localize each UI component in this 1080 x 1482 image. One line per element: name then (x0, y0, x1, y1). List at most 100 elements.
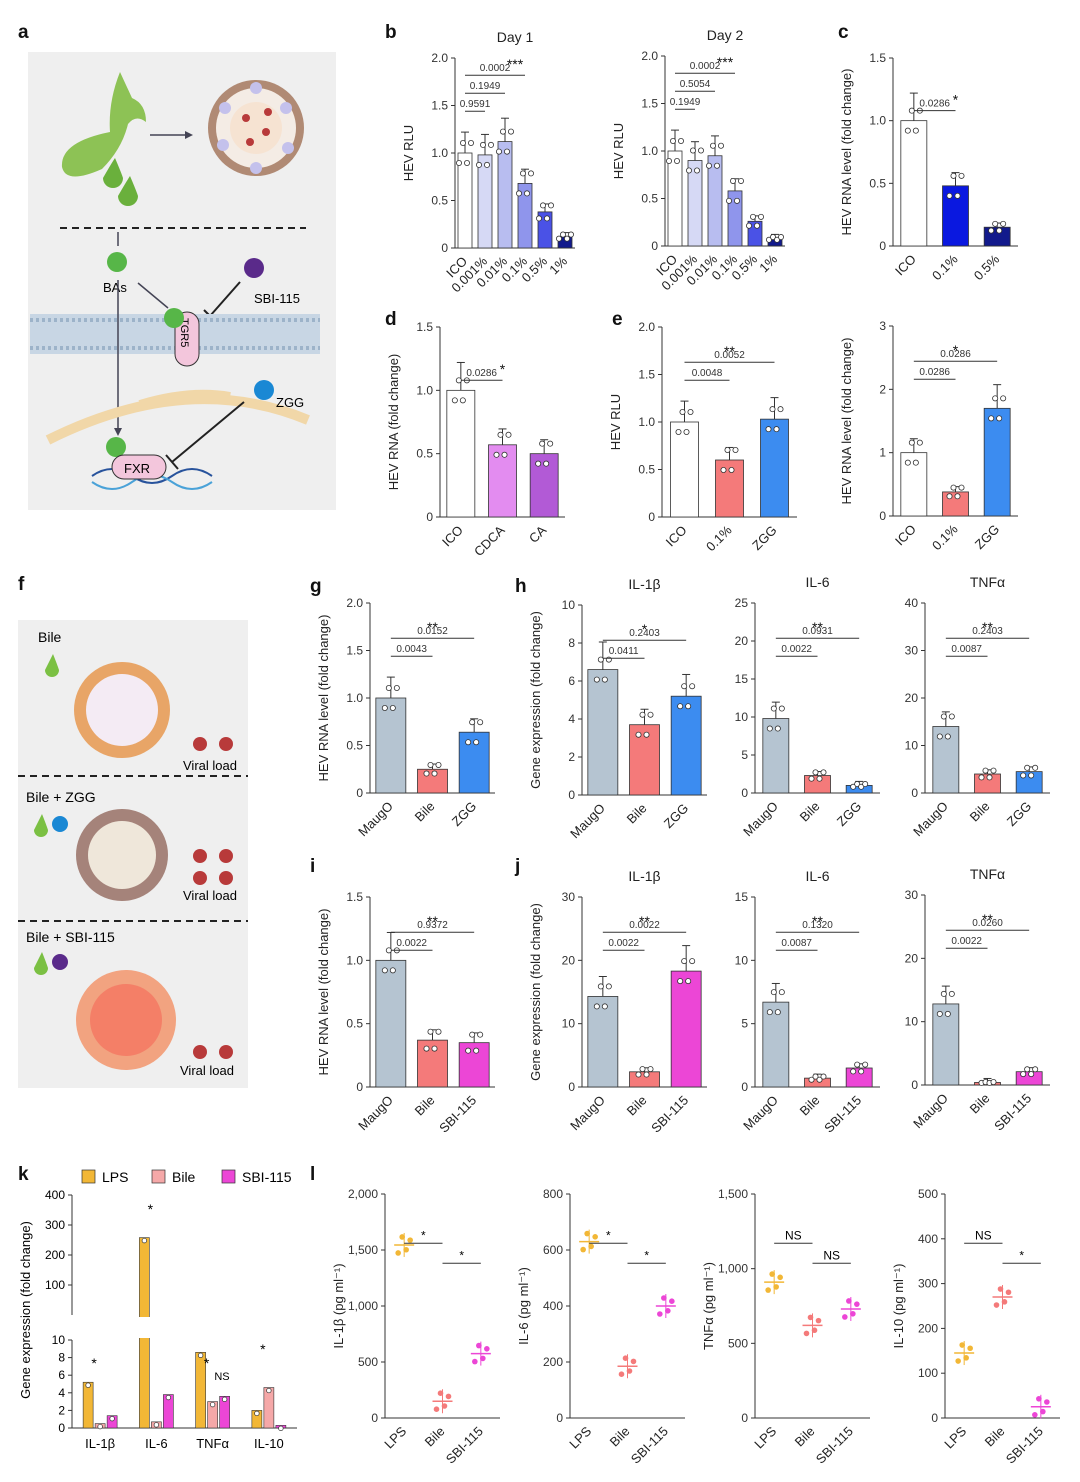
data-point (639, 711, 646, 718)
significance-label: * (1019, 1248, 1024, 1262)
y-tick-label: 0 (356, 1080, 363, 1094)
data-point (643, 1071, 650, 1078)
data-point (385, 685, 392, 692)
x-tick-label: ICO (439, 523, 466, 550)
data-point (1000, 395, 1007, 402)
data-point (635, 1071, 642, 1078)
y-tick-label: 200 (918, 1321, 938, 1335)
data-point (539, 440, 546, 447)
data-point (601, 1003, 608, 1010)
data-point (1001, 1299, 1008, 1305)
data-point (988, 415, 995, 422)
data-point (1032, 1412, 1038, 1418)
bar (762, 1001, 790, 1088)
label-bas: BAs (103, 280, 127, 295)
data-point (385, 947, 392, 954)
data-point (1028, 772, 1035, 779)
x-tick-label: CA (526, 522, 550, 546)
y-tick-label: 3 (879, 319, 886, 333)
chart-title: IL-6 (805, 868, 829, 884)
bar (219, 1396, 230, 1429)
data-point (946, 192, 953, 199)
y-tick-label: 0.5 (346, 739, 363, 753)
data-point (1040, 1408, 1046, 1415)
y-tick-label: 100 (918, 1366, 938, 1380)
data-point (770, 989, 777, 996)
chart-title: Day 1 (497, 29, 534, 45)
y-tick-label: 4 (568, 712, 575, 726)
y-tick-label: 1.0 (346, 953, 363, 967)
y-axis-title: HEV RNA level (fold change) (839, 69, 854, 236)
p-value: 0.0087 (951, 644, 982, 655)
y-tick-label: 1,000 (348, 1299, 378, 1313)
x-tick-label: IL-6 (145, 1436, 167, 1451)
data-point (812, 769, 819, 776)
data-point (475, 161, 482, 168)
label-fxr: FXR (124, 461, 150, 476)
data-point (677, 703, 684, 710)
data-point (912, 127, 919, 134)
chart-title: IL-1β (628, 868, 660, 884)
data-point (777, 1274, 783, 1281)
data-point (597, 983, 604, 990)
x-tick-label: Bile (967, 799, 993, 825)
y-tick-label: 30 (905, 644, 919, 658)
y-tick-label: 1.0 (869, 114, 886, 128)
x-tick-label: 1% (756, 251, 780, 275)
y-axis-title: Gene expression (fold change) (528, 611, 543, 789)
data-point (647, 1066, 654, 1073)
data-point (679, 408, 686, 415)
axis-e2: 0 1 2 3 HEV RNA level (fold change) ICO 0.1% ZG… (839, 319, 1018, 553)
y-tick-label: 10 (735, 953, 749, 967)
significance-stars: * (642, 621, 648, 637)
p-value: 0.0931 (802, 626, 833, 637)
data-point (1020, 772, 1027, 779)
bar (587, 996, 619, 1088)
data-point (451, 397, 458, 404)
bar (670, 695, 702, 796)
data-point (816, 1076, 823, 1083)
bar (82, 1381, 94, 1429)
y-axis-title: TNFα (pg ml⁻¹) (701, 1262, 716, 1350)
data-point (807, 1314, 814, 1321)
data-point (593, 676, 600, 683)
y-tick-label: 20 (905, 951, 919, 965)
panel-letter-e: e (612, 309, 623, 330)
data-point (908, 107, 915, 114)
data-point (732, 446, 739, 453)
data-point (544, 215, 551, 222)
chart-title: Day 2 (707, 27, 744, 43)
significance-stars: * (953, 342, 959, 358)
data-point (858, 783, 865, 790)
y-tick-label: 500 (918, 1187, 938, 1201)
axis-h2: 0 5 10 15 20 25 IL-6 MaugO Bile ZGG 0.0022 0.0931** (735, 574, 880, 839)
data-point (990, 767, 997, 774)
data-point (497, 431, 504, 438)
bar (163, 1394, 174, 1429)
data-point (765, 426, 772, 433)
y-tick-label: 25 (735, 596, 749, 610)
data-point (992, 395, 999, 402)
x-tick-label: ZGG (1004, 799, 1035, 830)
data-point (724, 446, 731, 453)
data-point (635, 731, 642, 738)
x-tick-label: MaugO (567, 801, 608, 842)
data-point (556, 235, 563, 242)
y-tick-label: 0 (741, 1080, 748, 1094)
data-point (986, 774, 993, 781)
label-zgg: ZGG (276, 395, 304, 410)
data-point (904, 127, 911, 134)
label-viral-load-3: Viral load (180, 1063, 234, 1078)
data-point (601, 676, 608, 683)
data-point (850, 1068, 857, 1075)
y-tick-label: 300 (918, 1277, 938, 1291)
data-point (681, 958, 688, 965)
data-point (643, 731, 650, 738)
y-tick-label: 4 (58, 1386, 65, 1400)
data-point (808, 1076, 815, 1083)
bar (497, 141, 513, 249)
data-point (393, 685, 400, 692)
data-point (1044, 1399, 1050, 1405)
